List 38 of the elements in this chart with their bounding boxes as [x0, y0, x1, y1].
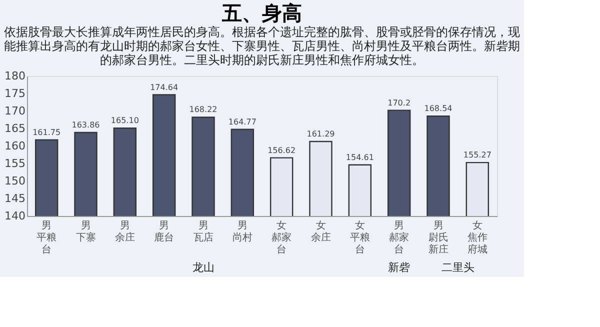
y-tick-label: 175: [4, 87, 26, 100]
data-label: 161.75: [32, 128, 61, 137]
x-tick-label: 男下寨: [76, 220, 96, 244]
x-tick-label: 男平粮台: [36, 220, 57, 256]
x-tick-label: 男尉氏新庄: [428, 220, 448, 256]
data-label: 154.61: [346, 152, 374, 162]
x-tick-label: 女焦作府城: [467, 220, 488, 256]
x-tick-label: 男郝家台: [389, 220, 410, 256]
y-tick-label: 165: [4, 122, 26, 135]
data-label: 174.64: [150, 82, 178, 92]
y-tick-label: 145: [4, 192, 26, 205]
chart-subtitle: 依据肢骨最大长推算成年两性居民的身高。根据各个遗址完整的肱骨、股骨或胫骨的保存情况，现能推算出身高的有龙山时期的郝家台女性、下寨男性、瓦店男性、尚村男性及平粮台两性。新砦期的郝家台男性。二里头时期的尉氏新庄男性和焦作府城女性。: [4, 25, 520, 67]
x-tick-label: 男瓦店: [193, 220, 214, 244]
x-tick-label: 女余庄: [310, 220, 331, 244]
data-label: 163.86: [72, 120, 100, 130]
chart-title: 五、身高: [221, 1, 302, 25]
data-label: 155.27: [463, 150, 492, 160]
y-tick-label: 170: [4, 104, 26, 118]
data-label: 168.22: [189, 105, 218, 114]
data-label: 168.54: [424, 104, 452, 114]
y-tick-label: 150: [4, 174, 26, 188]
x-tick-label: 男余庄: [114, 220, 135, 244]
y-tick-label: 155: [4, 157, 26, 170]
x-tick-label: 男尚村: [232, 220, 252, 244]
y-tick-label: 160: [4, 140, 26, 152]
y-tick-label: 140: [4, 210, 26, 222]
text: 龙山: [192, 261, 214, 274]
x-tick-label: 女平粮台: [350, 220, 370, 256]
data-label: 165.10: [110, 116, 139, 126]
data-label: 164.77: [228, 117, 256, 126]
data-label: 156.62: [268, 146, 296, 155]
text: 二里头: [441, 261, 474, 274]
y-tick-label: 180: [4, 70, 26, 82]
data-label: 161.29: [306, 129, 335, 138]
data-label: 170.2: [388, 98, 411, 108]
x-tick-label: 男鹿台: [154, 220, 174, 244]
text: 新砦: [388, 261, 410, 274]
x-tick-label: 女郝家台: [272, 220, 292, 256]
